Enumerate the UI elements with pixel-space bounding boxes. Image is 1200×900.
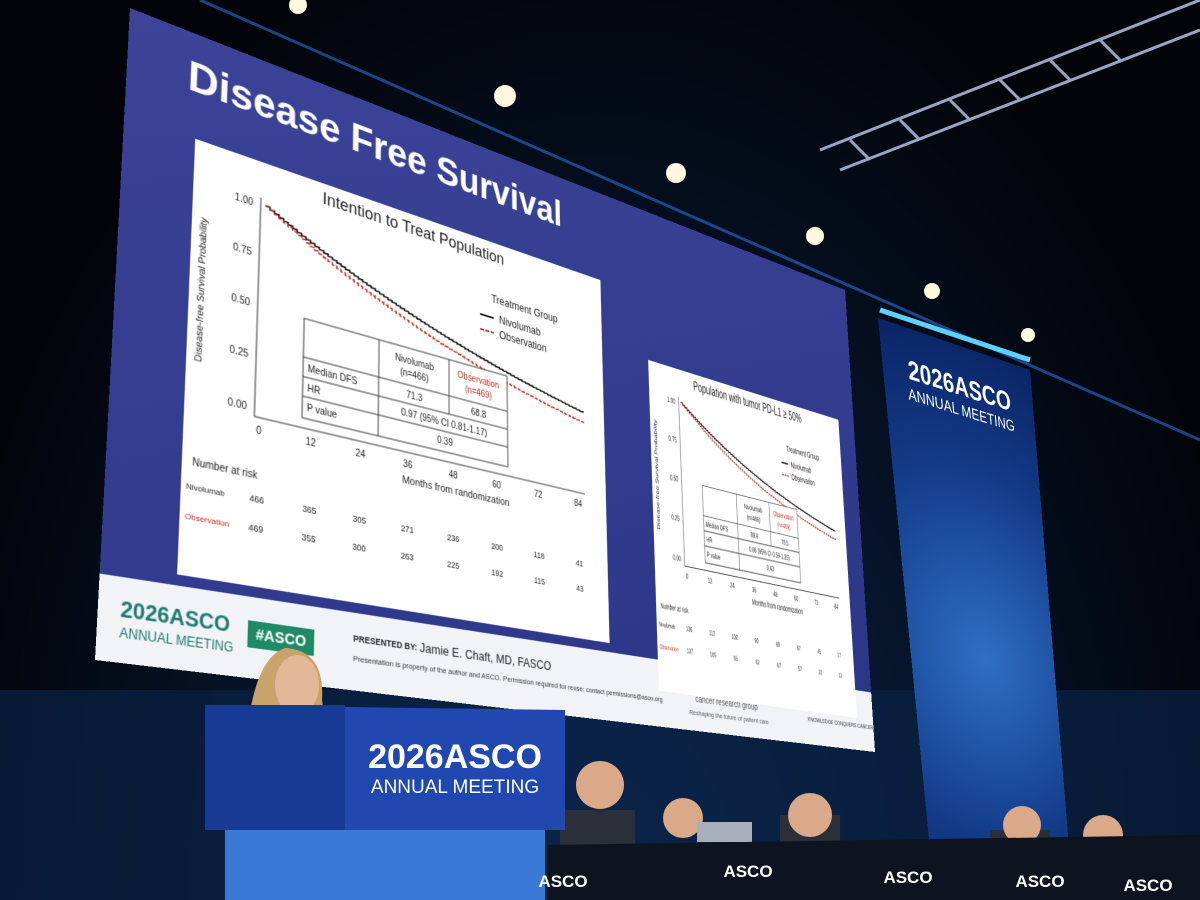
risk-count: 90 — [754, 636, 758, 645]
table-sign: ASCO — [1123, 876, 1173, 895]
x-tick-label: 24 — [730, 581, 735, 590]
table-sign: ASCO — [538, 872, 588, 891]
risk-count: 355 — [301, 532, 315, 545]
risk-count: 82 — [755, 658, 759, 667]
table-cell: 0.43 — [766, 564, 774, 574]
risk-count: 102 — [731, 632, 737, 642]
risk-count: 80 — [776, 640, 780, 649]
y-tick-label: 0.50 — [670, 473, 679, 483]
y-tick-label: 0.00 — [673, 553, 682, 563]
table-frame — [302, 318, 508, 467]
risk-count: 112 — [709, 628, 715, 638]
risk-count: 236 — [447, 533, 459, 545]
y-tick-label: 1.00 — [667, 395, 676, 406]
y-tick-label: 0.00 — [227, 396, 247, 412]
table-header-n: (n=469) — [777, 521, 790, 532]
x-tick-label: 60 — [492, 479, 501, 491]
x-tick-label: 0 — [686, 572, 689, 581]
y-tick-label: 0.25 — [229, 344, 248, 360]
x-tick-label: 84 — [574, 498, 582, 510]
risk-count: 45 — [817, 647, 821, 656]
podium-logo: 2026ASCO ANNUAL MEETING — [345, 738, 565, 799]
x-tick-label: 24 — [355, 447, 365, 460]
x-tick-label: 36 — [403, 458, 413, 471]
x-tick-label: 60 — [794, 594, 799, 603]
risk-count: 12 — [838, 671, 842, 680]
risk-count: 200 — [491, 542, 503, 554]
x-tick-label: 48 — [449, 469, 458, 482]
risk-count: 41 — [576, 558, 583, 569]
y-tick-label: 0.75 — [233, 241, 252, 258]
table-header-n: (n=466) — [747, 513, 761, 524]
y-axis-label: Disease-free Survival Probability — [653, 418, 661, 530]
x-tick-label: 12 — [708, 576, 713, 585]
risk-count: 137 — [687, 646, 694, 656]
y-tick-label: 0.75 — [668, 434, 677, 445]
table-cell: 78.5 — [781, 538, 789, 548]
table-row-label: HR — [706, 535, 712, 545]
risk-count: 225 — [447, 560, 459, 572]
risk-count: 136 — [686, 624, 693, 634]
risk-name: Nivolumab — [659, 621, 676, 631]
table-cell: 89.9 — [750, 531, 758, 541]
risk-count: 305 — [353, 514, 367, 527]
risk-name: Observation — [660, 644, 679, 654]
risk-count: 93 — [733, 654, 737, 663]
risk-count: 43 — [576, 584, 583, 595]
podium-meeting: ANNUAL MEETING — [370, 777, 540, 798]
risk-count: 192 — [491, 568, 503, 580]
risk-count: 263 — [401, 551, 414, 564]
risk-count: 105 — [710, 650, 717, 660]
risk-count: 271 — [401, 524, 414, 537]
risk-count: 57 — [798, 664, 802, 673]
risk-count: 466 — [249, 493, 264, 507]
table-cell: 0.39 — [437, 435, 453, 449]
y-axis-label: Disease-free Survival Probability — [193, 215, 210, 363]
table-row-label: P value — [707, 550, 721, 561]
x-tick-label: 72 — [534, 489, 542, 501]
risk-count: 118 — [534, 550, 545, 562]
table-sign: ASCO — [723, 862, 773, 881]
table-sign: ASCO — [883, 868, 933, 887]
risk-count: 300 — [352, 542, 366, 555]
risk-count: 469 — [248, 522, 263, 536]
risk-count: 67 — [797, 644, 801, 653]
presentation-slide: Disease Free Survival 2026ASCO ANNUAL ME… — [94, 8, 876, 753]
risk-count: 31 — [818, 668, 822, 677]
x-tick-label: 48 — [773, 590, 778, 599]
y-tick-label: 0.25 — [671, 513, 680, 523]
x-tick-label: 36 — [752, 585, 757, 594]
risk-count: 67 — [777, 661, 781, 670]
table-cell: 71.3 — [406, 390, 422, 405]
risk-count: 115 — [534, 576, 545, 588]
table-cell: 68.8 — [471, 407, 486, 421]
x-tick-label: 72 — [814, 598, 819, 607]
risk-count: 17 — [837, 651, 841, 660]
table-row-label: HR — [307, 383, 321, 397]
y-tick-label: 1.00 — [235, 191, 254, 208]
x-tick-label: 12 — [305, 436, 316, 450]
table-sign: ASCO — [1015, 872, 1065, 891]
podium-brand: 2026ASCO — [368, 738, 542, 776]
x-tick-label: 84 — [834, 602, 839, 611]
y-tick-label: 0.50 — [231, 292, 250, 309]
risk-count: 365 — [302, 504, 316, 517]
x-tick-label: 0 — [256, 425, 262, 438]
